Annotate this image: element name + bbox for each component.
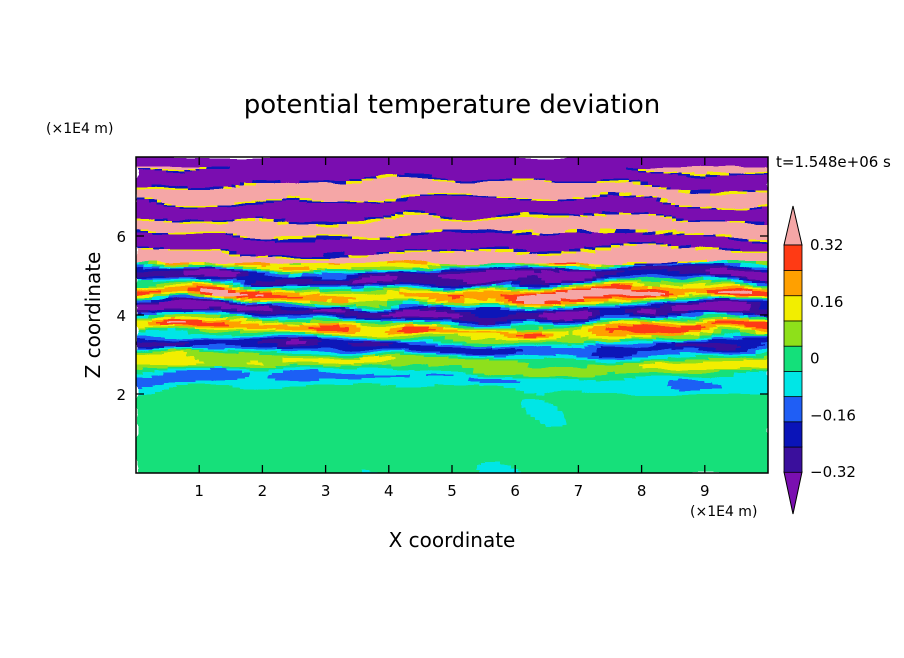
y-tick-label: 2: [116, 386, 126, 404]
colorbar-tick-label: 0.16: [810, 293, 843, 311]
colorbar-extend-high: [783, 205, 803, 246]
x-tick-label: 9: [700, 482, 710, 500]
colorbar-swatch: [783, 345, 803, 372]
y-axis-label: Z coordinate: [81, 252, 105, 379]
x-tick-label: 3: [321, 482, 331, 500]
y-unit-label: (×1E4 m): [46, 121, 113, 137]
x-tick-label: 5: [447, 482, 457, 500]
x-axis-label: X coordinate: [389, 528, 516, 552]
colorbar-swatch: [783, 295, 803, 322]
colorbar-swatch: [783, 395, 803, 423]
colorbar-swatch: [783, 320, 803, 347]
colorbar-tick-label: 0.32: [810, 236, 843, 254]
colorbar-tick-label: 0: [810, 350, 820, 368]
x-tick-label: 1: [194, 482, 204, 500]
colorbar: 0.32 0.16 0 −0.16 −0.32: [783, 205, 856, 515]
colorbar-swatch: [783, 244, 803, 271]
y-tick-label: 6: [116, 228, 126, 246]
colorbar-swatch: [783, 370, 803, 398]
colorbar-swatch: [783, 269, 803, 297]
colorbar-swatch: [783, 446, 803, 473]
contour-field: [136, 157, 768, 473]
colorbar-extend-low: [783, 471, 803, 515]
y-axis: 2 4 6: [116, 228, 768, 404]
colorbar-tick-label: −0.32: [810, 463, 856, 481]
y-tick-label: 4: [116, 307, 126, 325]
x-unit-label: (×1E4 m): [690, 504, 757, 520]
chart-title: potential temperature deviation: [244, 90, 660, 120]
x-tick-label: 6: [510, 482, 520, 500]
x-tick-label: 4: [384, 482, 394, 500]
colorbar-swatch: [783, 421, 803, 448]
x-tick-label: 8: [637, 482, 647, 500]
x-axis: 1 2 3 4 5 6 7 8 9: [194, 157, 710, 500]
x-tick-label: 7: [574, 482, 584, 500]
colorbar-tick-label: −0.16: [810, 406, 856, 424]
x-tick-label: 2: [258, 482, 268, 500]
time-label: t=1.548e+06 s: [776, 153, 891, 171]
